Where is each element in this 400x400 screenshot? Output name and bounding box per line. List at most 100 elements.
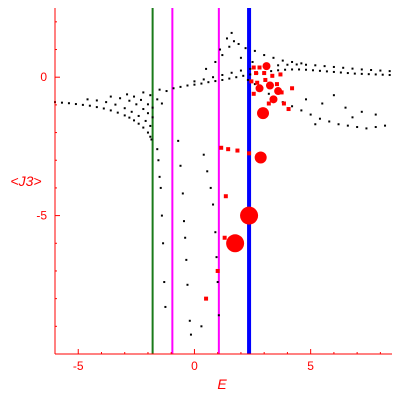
series-1-point-145 xyxy=(160,214,163,217)
series-1-point-21 xyxy=(105,101,108,104)
series-1-point-6 xyxy=(88,104,91,107)
series-1-point-19 xyxy=(86,98,89,101)
x-tick-label-2: 0 xyxy=(191,359,198,373)
series-3-point-24 xyxy=(278,72,283,77)
series-1-point-71 xyxy=(346,72,349,75)
series-1-point-125 xyxy=(300,109,303,112)
series-1-point-133 xyxy=(374,126,377,129)
series-1-point-34 xyxy=(151,116,154,119)
series-1-point-22 xyxy=(114,103,117,106)
series-2-point-1 xyxy=(240,206,259,225)
series-1-point-39 xyxy=(151,106,154,109)
series-1-point-27 xyxy=(149,124,152,127)
series-1-point-113 xyxy=(239,56,242,59)
series-1-point-37 xyxy=(139,98,142,101)
series-1-point-72 xyxy=(353,72,356,75)
series-1-point-163 xyxy=(212,203,215,206)
series-1-point-70 xyxy=(339,71,342,74)
x-tick-label-1: -5 xyxy=(73,359,84,373)
vertical-lines-layer xyxy=(151,8,252,354)
series-1-point-17 xyxy=(149,135,152,138)
series-1-point-10 xyxy=(116,111,119,114)
series-1-point-161 xyxy=(206,170,209,173)
series-1-point-100 xyxy=(205,67,208,70)
series-1-point-152 xyxy=(179,164,182,167)
series-1-point-148 xyxy=(164,305,167,308)
series-1-point-54 xyxy=(228,77,231,80)
series-1-point-131 xyxy=(356,126,359,129)
series-1-point-76 xyxy=(381,73,384,76)
series-1-point-156 xyxy=(185,258,188,261)
series-1-point-82 xyxy=(230,71,233,74)
series-1-point-157 xyxy=(186,283,189,286)
series-1-point-66 xyxy=(311,69,314,72)
series-2-point-3 xyxy=(254,151,267,164)
y-axis-title: <J3> xyxy=(10,173,41,189)
series-3-point-20 xyxy=(286,107,291,112)
series-1-point-81 xyxy=(221,73,224,76)
series-1-point-28 xyxy=(109,95,112,98)
series-2-point-2 xyxy=(226,234,245,253)
series-1-point-52 xyxy=(214,80,217,83)
series-1-point-68 xyxy=(325,70,328,73)
series-1-point-91 xyxy=(314,64,317,67)
series-1-point-95 xyxy=(351,67,354,70)
series-3-point-19 xyxy=(281,101,286,106)
data-points-layer xyxy=(54,31,391,336)
series-1-point-165 xyxy=(215,256,218,259)
series-1-point-31 xyxy=(135,103,138,106)
series-1-point-90 xyxy=(305,63,308,66)
series-1-point-117 xyxy=(300,62,303,65)
series-1-point-87 xyxy=(277,64,280,67)
axes-layer xyxy=(54,8,392,355)
series-1-point-140 xyxy=(374,113,377,116)
series-1-point-127 xyxy=(318,117,321,120)
series-1-point-47 xyxy=(179,85,182,88)
series-1-point-106 xyxy=(225,37,228,40)
series-1-point-75 xyxy=(374,73,377,76)
series-1-point-112 xyxy=(272,56,275,59)
series-1-point-130 xyxy=(346,124,349,127)
series-1-point-128 xyxy=(328,120,331,123)
series-1-point-9 xyxy=(109,109,112,112)
series-1-point-67 xyxy=(318,69,321,72)
series-1-point-150 xyxy=(158,175,161,178)
series-2-point-5 xyxy=(265,81,274,90)
series-3-point-12 xyxy=(262,71,267,76)
series-3-point-9 xyxy=(251,65,256,70)
series-3-point-7 xyxy=(215,268,220,273)
y-tick-label-1: 0 xyxy=(40,70,47,84)
series-1-point-18 xyxy=(150,138,153,141)
series-1-point-111 xyxy=(263,54,266,57)
series-1-point-48 xyxy=(186,84,189,87)
series-1-point-29 xyxy=(119,97,122,100)
series-1-point-14 xyxy=(137,122,140,125)
series-1-point-33 xyxy=(146,112,149,115)
series-3-point-6 xyxy=(222,235,227,240)
series-1-point-30 xyxy=(128,99,131,102)
series-3-point-14 xyxy=(255,80,260,85)
series-1-point-98 xyxy=(379,69,382,72)
series-1-point-103 xyxy=(228,45,231,48)
series-2-point-8 xyxy=(262,62,271,71)
series-1-point-142 xyxy=(351,116,354,119)
series-1-point-126 xyxy=(309,113,312,116)
series-1-point-62 xyxy=(284,68,287,71)
series-1-point-44 xyxy=(158,88,161,91)
series-1-point-92 xyxy=(323,65,326,68)
series-1-point-26 xyxy=(144,119,147,122)
series-1-point-25 xyxy=(137,114,140,117)
series-3-point-23 xyxy=(290,86,295,91)
series-1-point-69 xyxy=(332,70,335,73)
series-1-point-99 xyxy=(388,70,391,73)
series-1-point-104 xyxy=(232,40,235,43)
series-1-point-4 xyxy=(74,103,77,106)
series-1-point-147 xyxy=(163,281,166,284)
series-1-point-149 xyxy=(156,148,159,151)
series-3-point-22 xyxy=(251,91,256,96)
series-3-point-8 xyxy=(204,296,209,301)
series-1-point-8 xyxy=(102,107,105,110)
series-1-point-116 xyxy=(291,60,294,63)
